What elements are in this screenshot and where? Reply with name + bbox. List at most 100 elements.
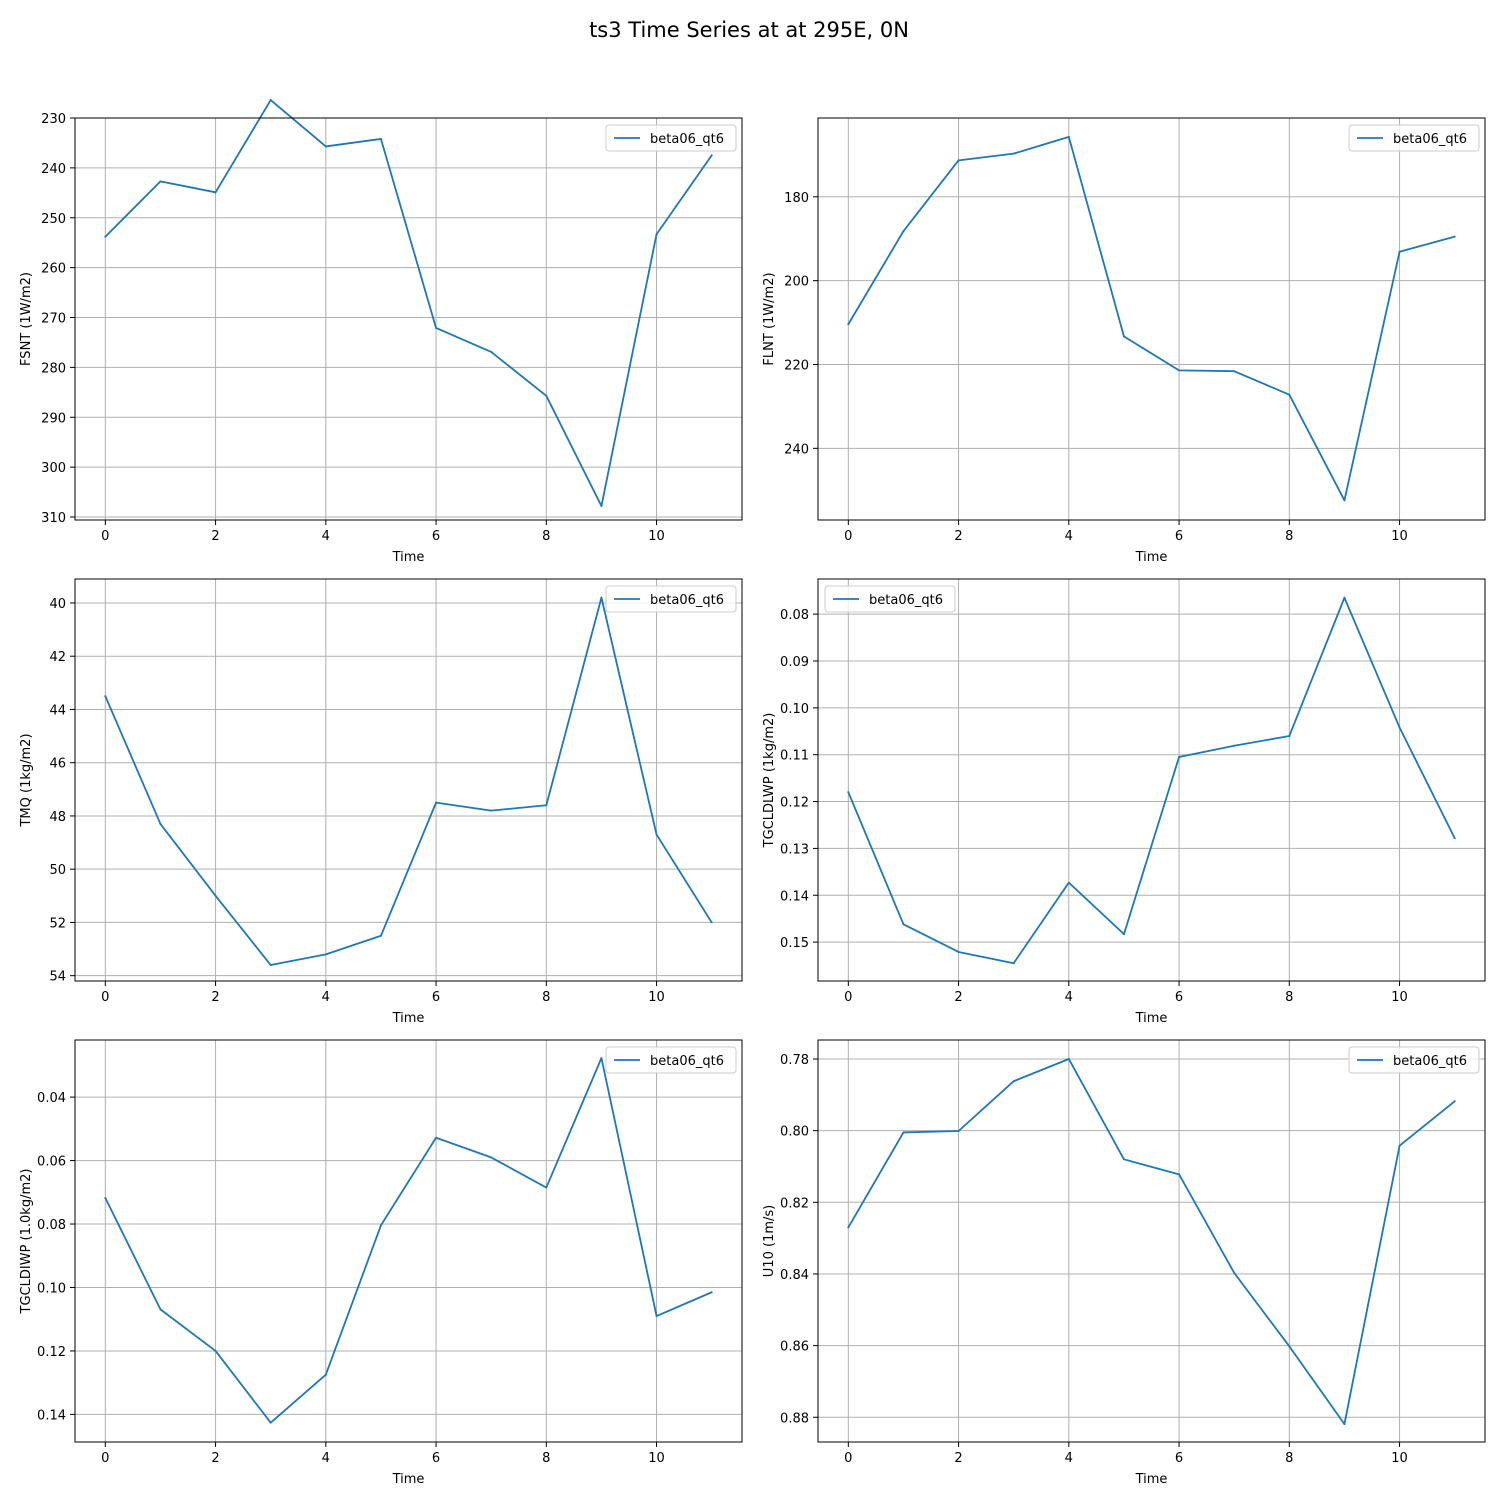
data-point (545, 804, 548, 807)
legend-box (1348, 124, 1480, 152)
data-point (902, 1131, 905, 1134)
series-line (104, 1057, 713, 1424)
data-point (490, 809, 493, 812)
data-point (324, 145, 327, 148)
x-tick-label: 6 (1175, 990, 1183, 1005)
data-point (269, 99, 272, 102)
data-point (902, 230, 905, 233)
legend: beta06_qt6 (1348, 1046, 1480, 1074)
y-tick-label: 0.12 (37, 1345, 66, 1360)
x-tick-label: 10 (1391, 990, 1408, 1005)
data-point (1453, 1100, 1456, 1103)
legend: beta06_qt6 (824, 585, 956, 613)
data-point (1067, 881, 1070, 884)
legend-label: beta06_qt6 (1393, 1054, 1467, 1069)
x-tick-label: 8 (542, 990, 550, 1005)
y-tick-label: 0.14 (37, 1408, 66, 1423)
series-line (847, 135, 1455, 502)
data-point (1233, 1271, 1236, 1274)
data-point (104, 235, 107, 238)
data-point (1398, 726, 1401, 729)
y-axis-label: TGCLDIWP (1.0kg/m2) (19, 1169, 34, 1315)
y-tick-label: 280 (41, 361, 66, 376)
data-point (1343, 499, 1346, 502)
data-point (1343, 596, 1346, 599)
y-tick-label: 0.80 (780, 1125, 809, 1140)
data-point (1012, 1080, 1015, 1083)
subplot-2: 0 2 4 6 8 10 180 200 220 240 Time FLNT (1W/m2) beta0… (762, 117, 1486, 565)
y-tick-label: 240 (41, 162, 66, 177)
y-tick-label: 0.82 (780, 1196, 809, 1211)
data-point (1453, 837, 1456, 840)
y-tick-label: 48 (49, 810, 66, 825)
subplot-1: 0 2 4 6 8 10 230 240 250 260 270 280 290 300 310 Time FS… (19, 99, 743, 565)
y-tick-label: 0.06 (37, 1155, 66, 1170)
data-point (1178, 369, 1181, 372)
y-tick-label: 220 (784, 358, 809, 373)
data-point (435, 326, 438, 329)
x-tick-label: 10 (648, 1451, 665, 1466)
x-tick-label: 8 (542, 1451, 550, 1466)
data-point (710, 921, 713, 924)
y-tick-label: 180 (784, 191, 809, 206)
data-point (957, 950, 960, 953)
y-tick-label: 0.84 (780, 1268, 809, 1283)
data-point (1233, 744, 1236, 747)
data-point (1178, 756, 1181, 759)
data-point (1067, 135, 1070, 138)
data-point (159, 180, 162, 183)
data-point (214, 191, 217, 194)
data-point (655, 233, 658, 236)
axes-frame (74, 1039, 743, 1443)
legend: beta06_qt6 (605, 1046, 737, 1074)
axes-frame (817, 1039, 1486, 1443)
data-point (214, 894, 217, 897)
data-point (379, 1224, 382, 1227)
legend-box (605, 585, 737, 613)
data-point (655, 1315, 658, 1318)
data-point (490, 350, 493, 353)
data-point (324, 953, 327, 956)
y-tick-label: 0.10 (780, 702, 809, 717)
x-tick-label: 10 (648, 990, 665, 1005)
y-tick-label: 290 (41, 411, 66, 426)
data-point (214, 1349, 217, 1352)
data-point (957, 1130, 960, 1133)
y-tick-label: 0.11 (780, 749, 809, 764)
y-tick-label: 300 (41, 461, 66, 476)
data-point (847, 323, 850, 326)
data-point (847, 1226, 850, 1229)
y-tick-label: 0.04 (37, 1091, 66, 1106)
data-point (545, 394, 548, 397)
y-tick-label: 250 (41, 212, 66, 227)
legend-label: beta06_qt6 (650, 132, 724, 147)
x-tick-label: 10 (648, 529, 665, 544)
y-tick-label: 310 (41, 511, 66, 526)
data-point (490, 1156, 493, 1159)
data-point (655, 833, 658, 836)
y-tick-label: 0.12 (780, 796, 809, 811)
y-tick-label: 0.14 (780, 889, 809, 904)
data-point (847, 791, 850, 794)
data-point (104, 1197, 107, 1200)
y-tick-label: 52 (49, 916, 66, 931)
data-point (600, 505, 603, 508)
series-line (104, 596, 713, 966)
y-axis-label: TGCLDLWP (1kg/m2) (762, 713, 777, 849)
data-point (324, 1373, 327, 1376)
legend-box (824, 585, 956, 613)
y-tick-label: 230 (41, 112, 66, 127)
data-point (545, 1186, 548, 1189)
y-axis-label: FSNT (1W/m2) (19, 272, 34, 366)
data-point (1012, 962, 1015, 965)
data-point (710, 1291, 713, 1294)
x-tick-label: 4 (322, 1451, 330, 1466)
subplot-4: 0 2 4 6 8 10 0.08 0.09 0.10 0.11 0.12 0.13 0.14 0.15 T… (762, 578, 1486, 1026)
x-tick-label: 4 (1065, 990, 1073, 1005)
x-axis-label: Time (1135, 1472, 1168, 1487)
y-tick-label: 0.13 (780, 842, 809, 857)
subplot-6: 0 2 4 6 8 10 0.78 0.80 0.82 0.84 0.86 0.88 Time U10 (… (762, 1039, 1486, 1487)
